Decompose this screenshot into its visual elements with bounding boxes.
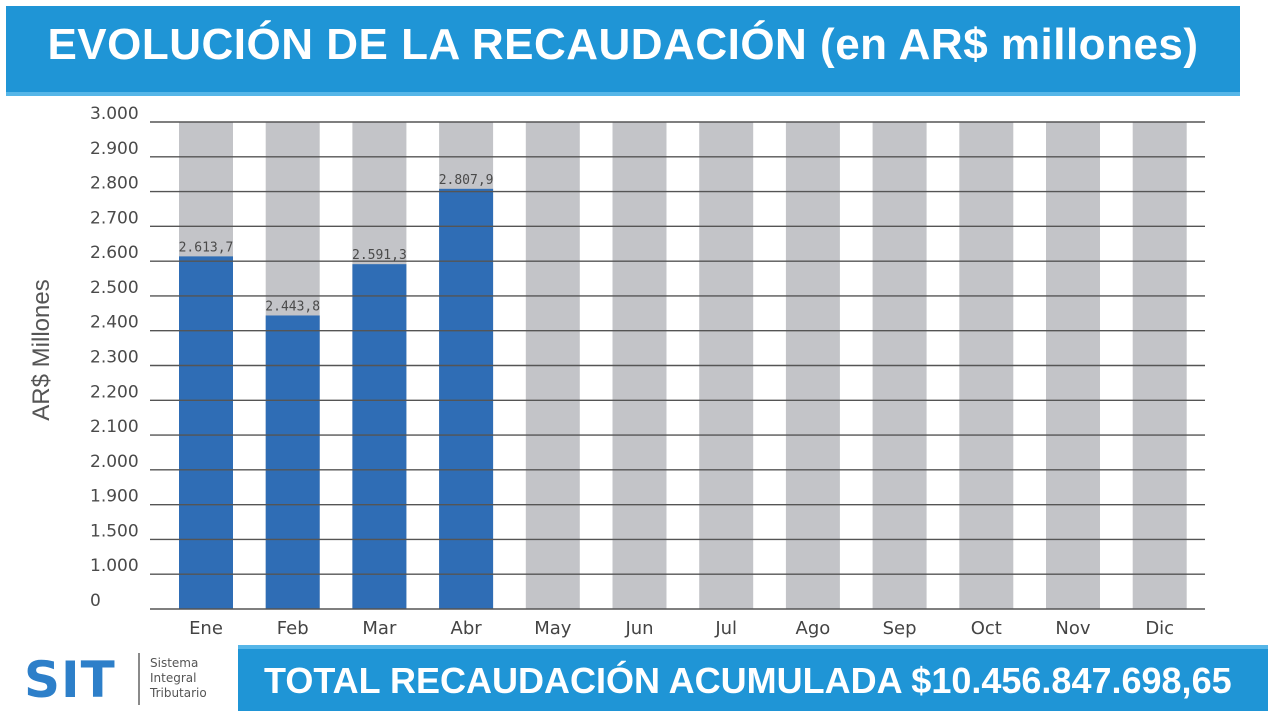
logo-subtitle-line: Integral <box>150 671 197 685</box>
y-tick-label: 2.200 <box>90 382 139 402</box>
x-tick-label-abr: Abr <box>451 618 483 639</box>
y-tick-label: 1.900 <box>90 487 139 507</box>
y-tick-label: 0 <box>90 591 101 611</box>
data-label-ene: 2.613,7 <box>179 240 234 255</box>
bar-ene <box>179 256 233 609</box>
y-tick-label: 2.400 <box>90 313 139 333</box>
x-tick-label-ene: Ene <box>189 618 223 639</box>
y-tick-label: 2.800 <box>90 174 139 194</box>
bar-mar <box>352 264 407 609</box>
y-axis-label: AR$ Millones <box>28 279 55 421</box>
y-tick-label: 1.000 <box>90 556 139 576</box>
x-tick-label-feb: Feb <box>277 618 309 639</box>
y-tick-label: 2.600 <box>90 243 139 263</box>
y-tick-label: 2.700 <box>90 208 139 228</box>
logo-subtitle-line: Sistema <box>150 656 199 670</box>
data-label-feb: 2.443,8 <box>265 299 320 314</box>
bar-feb <box>265 315 320 609</box>
x-tick-label-sep: Sep <box>883 618 917 639</box>
x-tick-label-may: May <box>534 618 572 639</box>
x-tick-label-mar: Mar <box>362 618 397 639</box>
y-tick-label: 2.500 <box>90 278 139 298</box>
data-label-mar: 2.591,3 <box>352 248 407 263</box>
logo-area: SIT Sistema Integral Tributario <box>0 645 236 725</box>
bar-chart: 3.000 2.900 2.800 2.700 2.600 2.500 2.400 2.300… <box>90 104 1205 639</box>
x-tick-label-ago: Ago <box>796 618 831 639</box>
logo-subtitle-line: Tributario <box>150 686 207 700</box>
x-tick-label-dic: Dic <box>1145 618 1174 639</box>
x-tick-label-oct: Oct <box>971 618 1002 639</box>
y-tick-label: 3.000 <box>90 104 139 124</box>
sit-logo: SIT <box>24 651 116 709</box>
x-tick-label-jun: Jun <box>624 618 653 639</box>
logo-separator <box>138 653 140 705</box>
x-tick-label-nov: Nov <box>1055 618 1090 639</box>
total-banner: TOTAL RECAUDACIÓN ACUMULADA $10.456.847.… <box>238 645 1268 711</box>
y-tick-label: 2.100 <box>90 417 139 437</box>
x-tick-label-jul: Jul <box>714 618 737 639</box>
y-tick-label: 2.000 <box>90 452 139 472</box>
total-recaudacion-text: TOTAL RECAUDACIÓN ACUMULADA $10.456.847.… <box>264 660 1232 701</box>
chart-title: EVOLUCIÓN DE LA RECAUDACIÓN (en AR$ mill… <box>47 20 1199 69</box>
header-banner: EVOLUCIÓN DE LA RECAUDACIÓN (en AR$ mill… <box>6 6 1240 96</box>
chart-area: 3.000 2.900 2.800 2.700 2.600 2.500 2.400 2.300… <box>0 96 1270 646</box>
y-tick-label: 2.300 <box>90 348 139 368</box>
bar-abr <box>439 188 494 609</box>
logo-subtitle: Sistema Integral Tributario <box>150 656 207 701</box>
y-tick-label: 1.500 <box>90 521 139 541</box>
y-tick-label: 2.900 <box>90 139 139 159</box>
data-label-abr: 2.807,9 <box>439 173 494 188</box>
